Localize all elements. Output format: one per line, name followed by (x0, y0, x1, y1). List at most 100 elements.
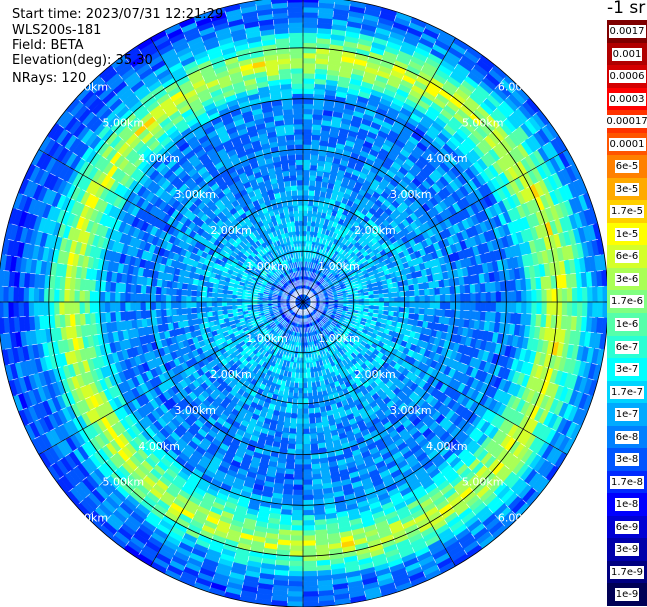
beta-cell (307, 200, 314, 207)
beta-cell (500, 291, 507, 303)
beta-cell (556, 301, 563, 316)
beta-cell (294, 449, 304, 455)
beta-cell (419, 301, 426, 309)
beta-cell (439, 308, 446, 318)
beta-cell (368, 298, 375, 303)
beta-cell (291, 402, 298, 409)
beta-cell (551, 288, 558, 303)
beta-cell (296, 408, 304, 415)
beta-cell (302, 67, 316, 74)
beta-cell (309, 433, 318, 440)
beta-cell (393, 306, 400, 313)
beta-cell (439, 294, 446, 303)
beta-cell (288, 560, 304, 567)
beta-cell (284, 412, 292, 419)
beta-cell (389, 297, 395, 303)
beta-cell (434, 301, 441, 310)
beta-cell (302, 520, 315, 526)
beta-cell (495, 301, 502, 313)
beta-cell (424, 308, 431, 316)
beta-cell (292, 494, 304, 501)
beta-cell (378, 297, 385, 303)
beta-cell (298, 383, 304, 389)
beta-cell (424, 295, 431, 303)
beta-cell (291, 407, 298, 414)
beta-cell (308, 185, 316, 191)
beta-cell (566, 287, 573, 303)
beta-cell (297, 393, 304, 399)
beta-cell (312, 478, 323, 485)
beta-cell (298, 372, 304, 379)
beta-cell (294, 464, 304, 470)
beta-cell (302, 423, 310, 430)
beta-cell (526, 289, 532, 303)
beta-cell (302, 530, 316, 537)
beta-cell (302, 149, 312, 155)
beta-cell (587, 301, 593, 318)
beta-cell (302, 525, 316, 531)
beta-cell (283, 478, 294, 485)
beta-cell (311, 139, 321, 146)
beta-cell (297, 403, 304, 409)
beta-cell (302, 98, 314, 105)
beta-cell (302, 438, 311, 445)
beta-cell (302, 504, 315, 511)
beta-cell (413, 313, 420, 321)
beta-cell (469, 310, 476, 321)
beta-cell (302, 443, 311, 450)
beta-cell (287, 580, 304, 587)
beta-cell (378, 293, 385, 299)
beta-cell (307, 387, 313, 394)
beta-cell (302, 601, 320, 607)
beta-cell (455, 301, 461, 311)
beta-cell (408, 307, 415, 314)
beta-cell (292, 499, 304, 506)
beta-cell (302, 383, 308, 389)
beta-cell (302, 103, 314, 110)
beta-cell (541, 301, 548, 315)
beta-cell (439, 286, 446, 296)
beta-cell (302, 32, 318, 39)
beta-cell (302, 418, 310, 425)
beta-cell (302, 428, 311, 435)
beta-cell (302, 469, 313, 476)
beta-cell (531, 289, 538, 303)
beta-cell (289, 550, 304, 557)
beta-cell (546, 301, 553, 316)
beta-cell (291, 515, 304, 521)
beta-cell (311, 468, 322, 475)
beta-cell (294, 459, 304, 465)
beta-cell (299, 352, 304, 359)
beta-cell (576, 301, 583, 317)
beta-cell (353, 301, 360, 306)
beta-cell (302, 12, 319, 18)
beta-cell (302, 550, 317, 557)
beta-cell (408, 290, 415, 297)
beta-cell (302, 352, 307, 359)
beta-cell (475, 292, 482, 303)
beta-cell (302, 575, 318, 582)
beta-cell (460, 301, 466, 311)
beta-cell (597, 286, 604, 303)
beta-cell (459, 284, 466, 294)
beta-cell (302, 205, 309, 211)
beta-cell (409, 301, 416, 309)
beta-cell (434, 287, 441, 296)
beta-cell (373, 297, 380, 303)
beta-cell (469, 283, 476, 294)
beta-cell (310, 154, 319, 161)
beta-cell (302, 139, 312, 145)
beta-cell (439, 301, 446, 310)
beta-cell (414, 295, 421, 303)
beta-cell (479, 282, 486, 293)
beta-cell (299, 367, 304, 374)
beta-cell (296, 418, 304, 425)
beta-cell (388, 287, 395, 294)
beta-cell (287, 438, 297, 445)
beta-cell (293, 474, 304, 481)
beta-cell (302, 179, 310, 186)
beta-cell (393, 291, 400, 298)
beta-cell (480, 301, 487, 312)
beta-cell (302, 580, 319, 587)
